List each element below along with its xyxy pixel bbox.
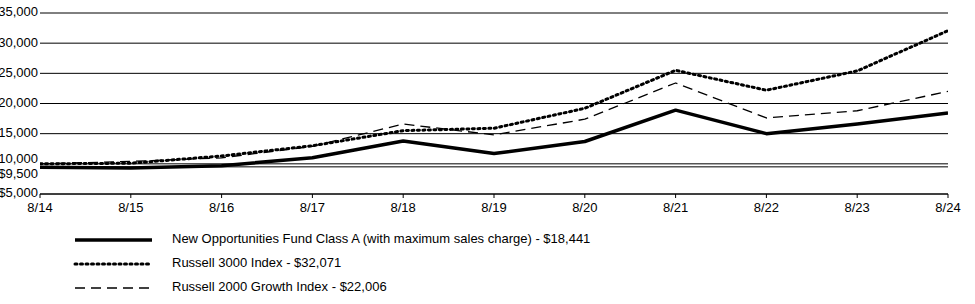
x-tick [312, 194, 313, 198]
grid-line [40, 43, 948, 44]
x-tick-label: 8/24 [935, 200, 960, 215]
grid-line [40, 73, 948, 74]
grid [40, 13, 948, 194]
y-tick-label: $9,500 [0, 166, 38, 181]
x-tick-label: 8/19 [481, 200, 506, 215]
x-tick [948, 194, 949, 198]
x-tick [766, 194, 767, 198]
legend-label: Russell 3000 Index - $32,071 [172, 255, 341, 270]
x-tick [675, 194, 676, 198]
grid-line [40, 13, 948, 14]
grid-line [40, 133, 948, 134]
grid-line [40, 103, 948, 104]
x-tick-label: 8/18 [391, 200, 416, 215]
chart: $5,000 $9,500$10,000 $15,000 $20,000 $25,000… [0, 0, 975, 304]
x-tick-label: 8/20 [572, 200, 597, 215]
y-tick-label: $30,000 [0, 35, 38, 50]
y-tick-label: $25,000 [0, 65, 38, 80]
x-tick [857, 194, 858, 198]
y-tick-label: $15,000 [0, 125, 38, 140]
legend-swatch [75, 287, 152, 288]
plot-area [40, 31, 948, 168]
x-tick [130, 194, 131, 198]
grid-line [40, 163, 948, 164]
series-line [40, 83, 948, 164]
x-tick [584, 194, 585, 198]
x-tick-label: 8/17 [300, 200, 325, 215]
y-tick-label: $35,000 [0, 4, 38, 19]
legend-label: New Opportunities Fund Class A (with max… [172, 231, 590, 246]
legend: New Opportunities Fund Class A (with max… [75, 231, 590, 294]
x-tick [494, 194, 495, 198]
x-tick-label: 8/16 [209, 200, 234, 215]
x-tick-label: 8/15 [118, 200, 143, 215]
x-tick [221, 194, 222, 198]
legend-label: Russell 2000 Growth Index - $22,006 [172, 279, 387, 294]
series-line [40, 31, 948, 164]
x-tick-label: 8/21 [663, 200, 688, 215]
x-tick-label: 8/14 [27, 200, 52, 215]
legend-swatch [75, 263, 152, 266]
y-tick-label: $10,000 [0, 151, 38, 166]
x-tick-label: 8/23 [845, 200, 870, 215]
x-tick [403, 194, 404, 198]
y-tick-label: $20,000 [0, 95, 38, 110]
series-line [40, 110, 948, 168]
x-tick [40, 194, 41, 198]
legend-swatch [75, 238, 152, 242]
x-tick-label: 8/22 [754, 200, 779, 215]
y-tick-label: $5,000 [0, 185, 38, 200]
